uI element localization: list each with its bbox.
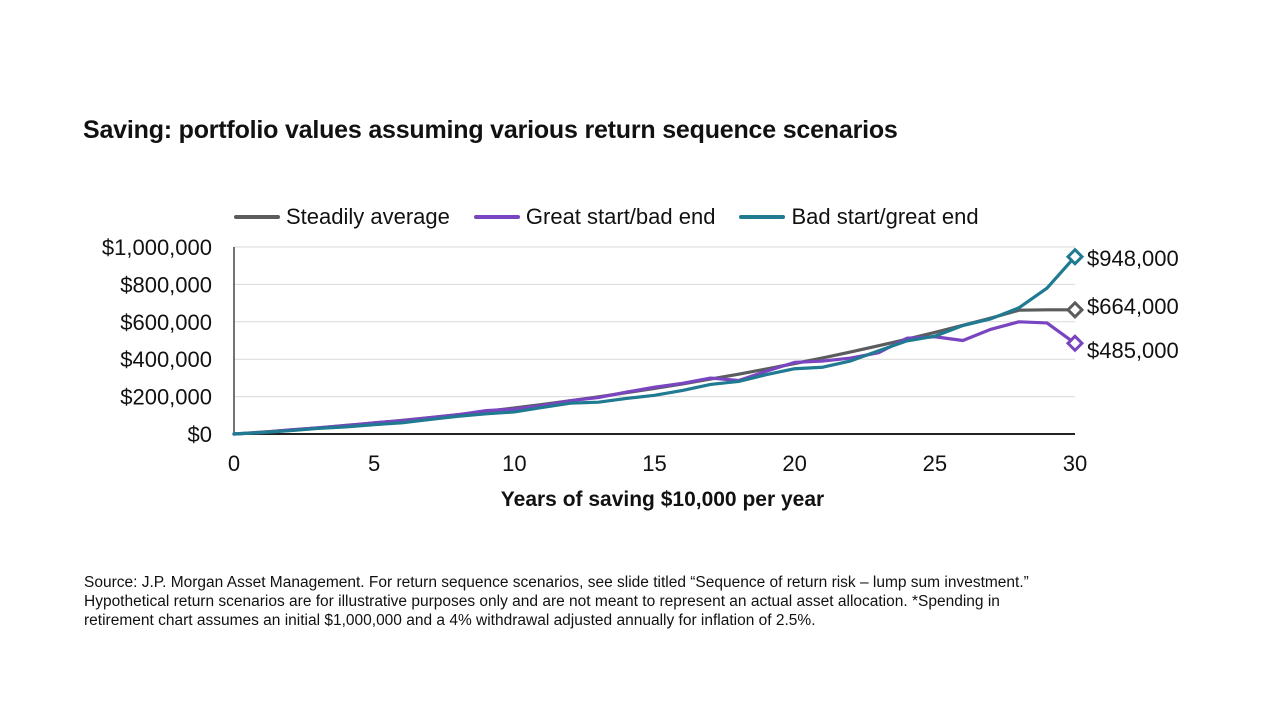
- y-tick-label: $600,000: [120, 310, 212, 335]
- source-line-2: Hypothetical return scenarios are for il…: [84, 593, 1000, 610]
- end-value-label: $948,000: [1087, 246, 1179, 271]
- line-chart: $0 $200,000 $400,000 $600,000 $800,000 $1,000…: [102, 235, 1179, 511]
- source-line-3: retirement chart assumes an initial $1,0…: [84, 612, 816, 629]
- legend-label-steady: Steadily average: [286, 204, 450, 229]
- series-line-2: [232, 255, 1077, 436]
- x-axis-label: Years of saving $10,000 per year: [501, 488, 824, 511]
- x-tick-label: 10: [502, 451, 526, 476]
- x-tick-label: 5: [368, 451, 380, 476]
- x-tick-label: 20: [782, 451, 806, 476]
- end-value-label: $485,000: [1087, 338, 1179, 363]
- chart-title: Saving: portfolio values assuming variou…: [83, 116, 898, 144]
- y-tick-label: $400,000: [120, 347, 212, 372]
- x-tick-label: 15: [642, 451, 666, 476]
- legend-label-bad-start: Bad start/great end: [791, 204, 979, 229]
- legend-swatch-bad-start: [739, 215, 786, 219]
- y-tick-label: $200,000: [120, 385, 212, 410]
- chart-legend: Steadily average Great start/bad end Bad…: [234, 204, 1003, 230]
- end-marker: [1065, 247, 1085, 266]
- x-tick-label: 30: [1063, 451, 1087, 476]
- end-marker: [1065, 300, 1085, 319]
- y-tick-label: $1,000,000: [102, 235, 212, 260]
- series-line-0: [232, 308, 1077, 436]
- legend-label-great-start: Great start/bad end: [525, 204, 716, 229]
- end-value-label: $664,000: [1087, 294, 1179, 319]
- source-line-1: Source: J.P. Morgan Asset Management. Fo…: [84, 574, 1029, 591]
- x-tick-label: 25: [923, 451, 947, 476]
- legend-item-steady: Steadily average: [234, 204, 450, 230]
- series-line-1: [232, 320, 1077, 436]
- x-tick-label: 0: [228, 451, 240, 476]
- legend-item-great-start: Great start/bad end: [473, 204, 716, 230]
- y-tick-label: $0: [188, 422, 212, 447]
- legend-swatch-steady: [234, 215, 280, 219]
- y-tick-label: $800,000: [120, 272, 212, 297]
- source-note: Source: J.P. Morgan Asset Management. Fo…: [84, 573, 1204, 630]
- legend-item-bad-start: Bad start/great end: [739, 204, 979, 230]
- legend-swatch-great-start: [473, 215, 520, 219]
- end-marker: [1065, 334, 1085, 353]
